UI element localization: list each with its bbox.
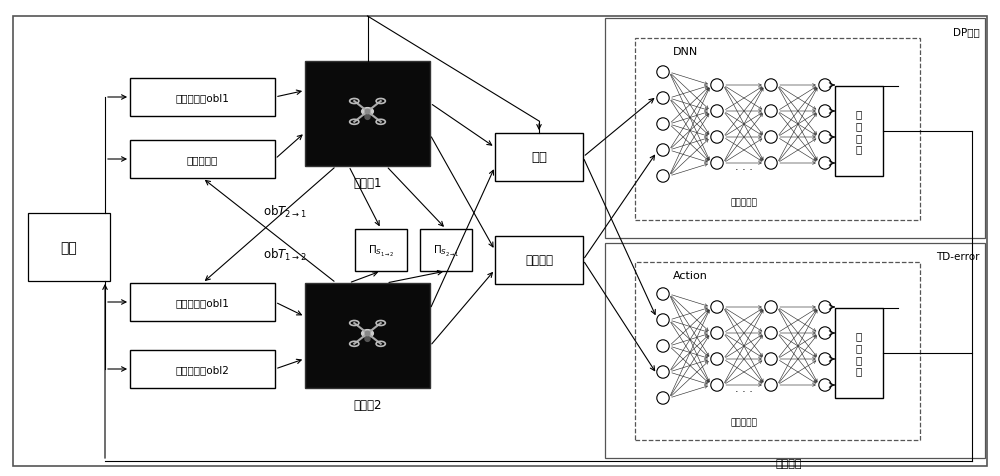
Circle shape	[657, 170, 669, 183]
FancyBboxPatch shape	[28, 214, 110, 281]
Circle shape	[819, 379, 831, 391]
Text: 联合动作: 联合动作	[775, 458, 802, 468]
Circle shape	[657, 340, 669, 352]
Circle shape	[819, 158, 831, 170]
FancyBboxPatch shape	[305, 283, 430, 388]
Circle shape	[765, 353, 777, 366]
Circle shape	[819, 301, 831, 314]
Circle shape	[765, 379, 777, 391]
FancyBboxPatch shape	[605, 244, 985, 458]
Text: 隐层神经元: 隐层神经元	[731, 417, 757, 426]
Circle shape	[765, 327, 777, 339]
Circle shape	[819, 353, 831, 366]
Text: 局部观测值obl1: 局部观测值obl1	[176, 93, 229, 103]
Text: $\Pi_{S_{2\rightarrow1}}$: $\Pi_{S_{2\rightarrow1}}$	[433, 243, 459, 258]
Circle shape	[365, 337, 370, 342]
Circle shape	[765, 301, 777, 314]
Ellipse shape	[362, 109, 373, 116]
Circle shape	[657, 366, 669, 378]
Circle shape	[657, 93, 669, 105]
Circle shape	[657, 145, 669, 157]
Circle shape	[819, 131, 831, 144]
Circle shape	[819, 327, 831, 339]
Circle shape	[657, 392, 669, 404]
Circle shape	[711, 327, 723, 339]
Circle shape	[765, 106, 777, 118]
Circle shape	[819, 106, 831, 118]
Text: $\mathrm{ob}T_{2\rightarrow1}$: $\mathrm{ob}T_{2\rightarrow1}$	[263, 204, 307, 219]
FancyBboxPatch shape	[130, 141, 275, 178]
Circle shape	[711, 379, 723, 391]
Text: 局部观测值obl2: 局部观测值obl2	[176, 364, 229, 374]
FancyBboxPatch shape	[130, 350, 275, 388]
FancyBboxPatch shape	[635, 262, 920, 440]
Text: TD-error: TD-error	[936, 251, 980, 261]
FancyBboxPatch shape	[305, 62, 430, 167]
Text: 建议观测值: 建议观测值	[187, 155, 218, 165]
Circle shape	[365, 110, 370, 114]
FancyBboxPatch shape	[13, 17, 987, 466]
Circle shape	[711, 353, 723, 366]
Text: DP优化: DP优化	[953, 27, 980, 37]
Circle shape	[711, 79, 723, 92]
Circle shape	[819, 79, 831, 92]
Text: DNN: DNN	[673, 47, 698, 57]
Text: 策
略
输
出: 策 略 输 出	[856, 109, 862, 154]
Text: · · ·: · · ·	[735, 165, 753, 175]
FancyBboxPatch shape	[835, 308, 883, 398]
Circle shape	[365, 115, 370, 120]
Text: $\Pi_{S_{1\rightarrow2}}$: $\Pi_{S_{1\rightarrow2}}$	[368, 243, 394, 258]
Circle shape	[365, 331, 370, 336]
FancyBboxPatch shape	[635, 39, 920, 220]
Circle shape	[765, 158, 777, 170]
FancyBboxPatch shape	[355, 229, 407, 271]
Text: Action: Action	[673, 270, 708, 280]
Text: 奖励: 奖励	[531, 151, 547, 164]
Circle shape	[711, 158, 723, 170]
Circle shape	[657, 314, 669, 327]
Ellipse shape	[362, 330, 373, 337]
Circle shape	[711, 301, 723, 314]
Text: 隐层神经元: 隐层神经元	[731, 198, 757, 207]
Text: 无人机1: 无人机1	[353, 177, 382, 190]
Circle shape	[711, 131, 723, 144]
FancyBboxPatch shape	[130, 283, 275, 321]
FancyBboxPatch shape	[130, 79, 275, 117]
Text: $\mathrm{ob}T_{1\rightarrow2}$: $\mathrm{ob}T_{1\rightarrow2}$	[263, 247, 307, 262]
Text: · · ·: · · ·	[735, 386, 753, 396]
Circle shape	[765, 131, 777, 144]
FancyBboxPatch shape	[495, 237, 583, 284]
FancyBboxPatch shape	[420, 229, 472, 271]
Text: 动
作
输
出: 动 作 输 出	[856, 331, 862, 376]
Circle shape	[711, 106, 723, 118]
Circle shape	[765, 79, 777, 92]
Text: 局部观测值obl1: 局部观测值obl1	[176, 298, 229, 307]
Text: 无人机2: 无人机2	[353, 399, 382, 412]
FancyBboxPatch shape	[835, 87, 883, 177]
Circle shape	[657, 67, 669, 79]
Circle shape	[657, 119, 669, 131]
Circle shape	[657, 288, 669, 300]
FancyBboxPatch shape	[495, 134, 583, 182]
Text: 环境: 环境	[61, 240, 77, 255]
FancyBboxPatch shape	[605, 19, 985, 238]
Text: 联合观测: 联合观测	[525, 254, 553, 267]
